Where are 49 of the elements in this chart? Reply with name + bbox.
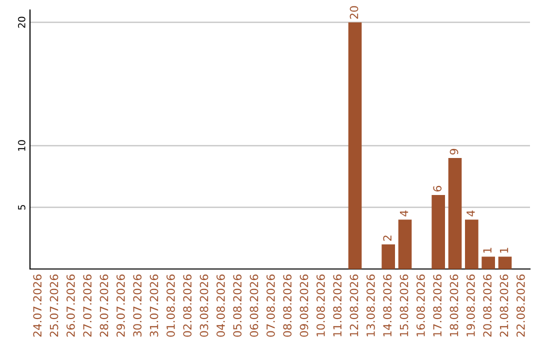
x-tick-label: 03.08.2026 <box>200 274 208 337</box>
y-tick-label: 20 <box>18 16 26 28</box>
data-label: 6 <box>433 186 442 192</box>
x-tick-label: 21.08.2026 <box>500 274 508 337</box>
x-tick-label: 14.08.2026 <box>383 274 392 336</box>
x-tick-label: 12.08.2026 <box>350 274 358 336</box>
x-tick-label: 20.08.2026 <box>483 274 492 337</box>
x-tick-label: 02.08.2026 <box>183 274 192 337</box>
x-tick-label: 01.08.2026 <box>166 274 175 337</box>
bar <box>465 220 478 269</box>
x-tick-label: 19.08.2026 <box>466 274 475 336</box>
x-tick-label: 26.07.2026 <box>66 274 75 337</box>
x-tick-label: 25.07.2026 <box>50 274 58 337</box>
x-tick-label: 28.07.2026 <box>100 274 108 337</box>
x-tick-label: 31.07.2026 <box>150 274 158 337</box>
x-tick-label: 11.08.2026 <box>333 274 342 336</box>
bar <box>348 22 362 269</box>
bar <box>498 256 512 269</box>
x-tick-label: 30.07.2026 <box>133 274 142 337</box>
data-label: 2 <box>383 236 392 241</box>
x-tick-label: 16.08.2026 <box>416 274 425 336</box>
data-label: 9 <box>450 148 458 155</box>
x-tick-label: 06.08.2026 <box>250 274 258 337</box>
data-label: 4 <box>400 210 408 216</box>
bar <box>382 244 395 269</box>
x-tick-label: 18.08.2026 <box>450 274 458 336</box>
x-tick-label: 07.08.2026 <box>266 274 275 337</box>
x-tick-label: 09.08.2026 <box>300 274 308 337</box>
bar <box>398 220 412 269</box>
x-tick-label: 29.07.2026 <box>116 274 125 337</box>
x-tick-label: 05.08.2026 <box>233 274 242 337</box>
data-label: 1 <box>483 248 492 253</box>
x-tick-label: 24.07.2026 <box>33 274 42 337</box>
x-tick-label: 22.08.2026 <box>516 274 525 337</box>
data-label: 4 <box>466 210 475 216</box>
y-tick-label: 5 <box>18 205 26 210</box>
x-tick-label: 27.07.2026 <box>83 274 92 337</box>
data-label: 20 <box>350 6 358 19</box>
bar <box>432 195 445 269</box>
x-tick-label: 13.08.2026 <box>366 274 375 336</box>
y-tick-label: 10 <box>18 140 26 151</box>
bar <box>482 256 495 269</box>
x-tick-label: 10.08.2026 <box>316 274 325 336</box>
x-tick-label: 04.08.2026 <box>216 274 225 337</box>
data-label: 1 <box>500 248 508 253</box>
bar <box>448 158 462 269</box>
x-tick-label: 17.08.2026 <box>433 274 442 336</box>
x-tick-label: 15.08.2026 <box>400 274 408 336</box>
x-tick-label: 08.08.2026 <box>283 274 292 337</box>
